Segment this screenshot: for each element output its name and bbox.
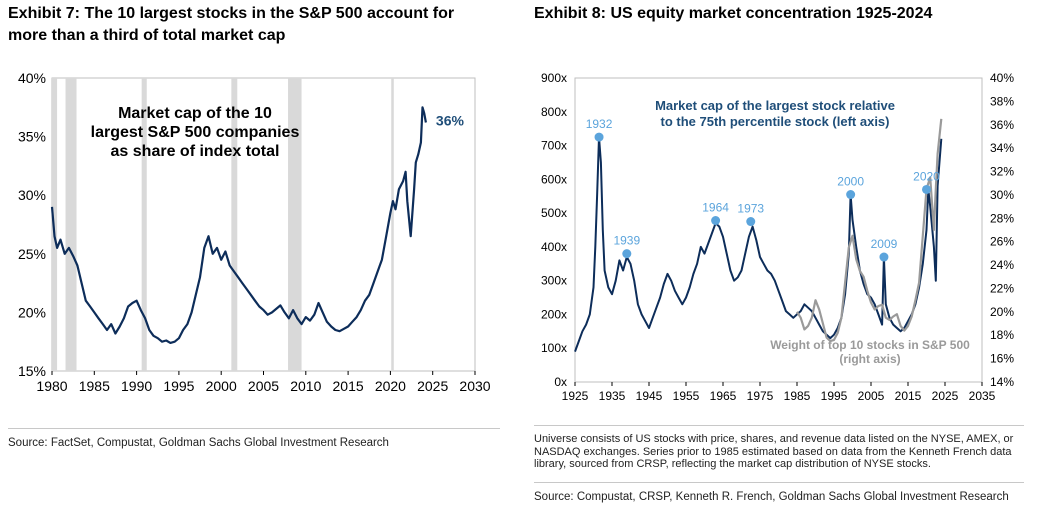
y-tick-label: 35% [18, 129, 46, 145]
y-left-tick-label: 300x [541, 274, 567, 288]
right-axis-annotation-line: Weight of top 10 stocks in S&P 500 [770, 338, 970, 352]
y-left-tick-label: 800x [541, 105, 567, 119]
y-right-tick-label: 26% [990, 235, 1014, 249]
end-value-label: 36% [436, 113, 465, 129]
peak-label: 2009 [871, 237, 898, 251]
x-tick-label: 2005 [858, 389, 885, 403]
right-rule-2 [534, 482, 1024, 483]
right-plot-area [574, 77, 983, 383]
y-left-tick-label: 500x [541, 206, 567, 220]
x-tick-label: 2030 [459, 378, 490, 394]
x-tick-label: 1995 [821, 389, 848, 403]
x-tick-label: 1925 [562, 389, 589, 403]
left-rule [8, 428, 500, 429]
right-rule [534, 425, 1024, 426]
recession-band [391, 78, 394, 371]
x-tick-label: 2000 [206, 378, 237, 394]
x-tick-label: 1990 [121, 378, 152, 394]
y-right-tick-label: 40% [990, 71, 1014, 85]
left-source: Source: FactSet, Compustat, Goldman Sach… [8, 437, 389, 449]
left-axis-annotation-line: Market cap of the largest stock relative [655, 98, 895, 113]
x-tick-label: 1975 [747, 389, 774, 403]
chart-annotation-line: as share of index total [111, 143, 280, 160]
right-chart: 0x 100x 200x 300x 400x 500x 600x 700x 800x 900x 14… [541, 71, 1014, 403]
x-tick-label: 1980 [36, 378, 67, 394]
y-right-tick-label: 32% [990, 165, 1014, 179]
x-tick-label: 2035 [969, 389, 996, 403]
peak-marker [846, 190, 856, 200]
left-axis-annotation-line: to the 75th percentile stock (left axis) [660, 114, 889, 129]
right-footnote: Universe consists of US stocks with pric… [534, 433, 1014, 470]
peak-marker [622, 249, 632, 259]
x-tick-label: 2025 [932, 389, 959, 403]
right-exhibit-title: Exhibit 8: US equity market concentratio… [534, 5, 933, 22]
recession-band [231, 78, 238, 371]
peak-marker [746, 217, 756, 227]
y-right-tick-label: 14% [990, 375, 1014, 389]
peak-marker [879, 252, 889, 262]
right-axis-annotation-line: (right axis) [839, 352, 900, 366]
peak-marker [594, 132, 604, 142]
y-left-tick-label: 900x [541, 71, 567, 85]
y-right-tick-label: 18% [990, 328, 1014, 342]
y-right-tick-label: 24% [990, 258, 1014, 272]
series-line-top10-share [50, 106, 427, 344]
y-right-tick-label: 30% [990, 188, 1014, 202]
x-tick-label: 1985 [79, 378, 110, 394]
y-tick-label: 20% [18, 304, 46, 320]
y-left-tick-label: 600x [541, 172, 567, 186]
x-tick-label: 2015 [333, 378, 364, 394]
y-right-tick-label: 20% [990, 305, 1014, 319]
series-line-largest-vs-75th [574, 136, 943, 352]
y-right-tick-label: 16% [990, 352, 1014, 366]
peak-marker [711, 216, 721, 226]
series-line-top10-weight [796, 118, 943, 343]
x-tick-label: 1965 [710, 389, 737, 403]
y-right-tick-label: 22% [990, 281, 1014, 295]
recession-band [65, 78, 77, 371]
peak-marker [922, 184, 931, 194]
y-left-tick-label: 0x [554, 375, 567, 389]
x-tick-label: 2025 [417, 378, 448, 394]
y-left-tick-label: 400x [541, 240, 567, 254]
recession-band [141, 78, 147, 371]
y-tick-label: 25% [18, 246, 46, 262]
x-tick-label: 2010 [290, 378, 321, 394]
x-tick-label: 1935 [599, 389, 626, 403]
y-tick-label: 15% [18, 363, 46, 379]
y-right-tick-label: 28% [990, 211, 1014, 225]
y-right-tick-label: 34% [990, 141, 1014, 155]
recession-band [288, 78, 302, 371]
left-chart: 15% 20% 25% 30% 35% 40% 1980 1985 1990 1995 2000 20… [18, 70, 491, 394]
peak-label: 1932 [586, 117, 613, 131]
x-tick-label: 2005 [248, 378, 279, 394]
x-tick-label: 1955 [673, 389, 700, 403]
peak-label: 1964 [702, 201, 729, 215]
x-tick-label: 2020 [375, 378, 406, 394]
y-left-tick-label: 700x [541, 139, 567, 153]
peak-label: 1973 [737, 202, 764, 216]
x-tick-label: 1945 [636, 389, 663, 403]
chart-annotation-line: largest S&P 500 companies [91, 124, 300, 141]
y-left-tick-label: 200x [541, 307, 567, 321]
peak-label: 1939 [613, 234, 640, 248]
left-exhibit-title: Exhibit 7: The 10 largest stocks in the … [8, 5, 455, 44]
y-tick-label: 40% [18, 70, 46, 86]
x-tick-label: 1985 [784, 389, 811, 403]
y-right-tick-label: 36% [990, 118, 1014, 132]
y-right-tick-label: 38% [990, 94, 1014, 108]
peak-label: 2000 [837, 175, 864, 189]
x-tick-label: 1995 [163, 378, 194, 394]
y-left-tick-label: 100x [541, 341, 567, 355]
y-tick-label: 30% [18, 187, 46, 203]
peak-label: 2020 [913, 169, 940, 183]
chart-annotation-line: Market cap of the 10 [118, 105, 272, 122]
x-tick-label: 2015 [895, 389, 922, 403]
right-source: Source: Compustat, CRSP, Kenneth R. Fren… [534, 491, 1009, 503]
